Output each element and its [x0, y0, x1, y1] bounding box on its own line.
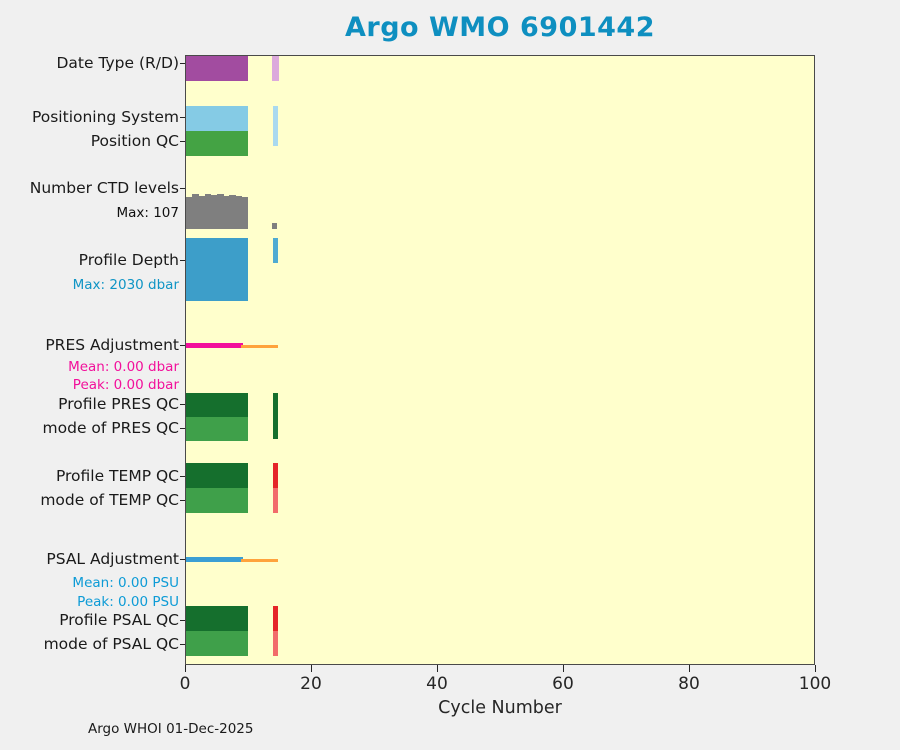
x-tick [185, 665, 186, 672]
x-tick-label: 0 [179, 674, 191, 694]
y-tick [180, 345, 185, 346]
row-label-profile-pres-qc: Profile PRES QC [58, 395, 179, 413]
row-label-mode-pres-qc: mode of PRES QC [42, 419, 179, 437]
mode-psal-qc-bar [186, 631, 248, 656]
plot-area [185, 55, 815, 665]
row-label-date-type: Date Type (R/D) [56, 54, 179, 72]
profile-psal-qc-bar [186, 606, 248, 631]
row-label-profile-depth: Profile Depth [78, 251, 179, 269]
profile-depth-bar [186, 238, 248, 301]
ctd-levels-bar [198, 196, 206, 229]
psal-qc-marker-top [272, 606, 278, 631]
row-label-pres-adjustment: PRES Adjustment [45, 336, 179, 354]
ctd-levels-bar [229, 194, 236, 229]
ctd-levels-bar [241, 196, 249, 229]
x-tick-label: 80 [678, 674, 700, 694]
psal-adjustment-line [186, 557, 243, 562]
row-label-ctd-levels: Number CTD levels [29, 179, 179, 197]
row-label-mode-psal-qc: mode of PSAL QC [43, 635, 179, 653]
mode-pres-qc-bar [186, 417, 248, 441]
y-tick [180, 500, 185, 501]
stat-ctd-max: Max: 107 [116, 205, 179, 221]
positioning-system-bar [186, 106, 248, 131]
x-tick [563, 665, 564, 672]
ctd-levels-bar [223, 196, 230, 229]
profile-temp-qc-bar [186, 463, 248, 488]
x-tick [689, 665, 690, 672]
ctd-levels-marker [272, 223, 278, 229]
x-tick-label: 40 [426, 674, 448, 694]
row-label-mode-temp-qc: mode of TEMP QC [40, 491, 179, 509]
x-tick-label: 60 [552, 674, 574, 694]
y-tick [180, 63, 185, 64]
ctd-levels-bar [210, 195, 218, 229]
pres-qc-marker [272, 393, 278, 439]
stat-psal-mean: Mean: 0.00 PSU [72, 575, 179, 591]
x-tick-label: 20 [300, 674, 322, 694]
y-tick [180, 476, 185, 477]
row-label-psal-adjustment: PSAL Adjustment [46, 550, 179, 568]
date-type-bar [186, 56, 248, 81]
position-qc-bar [186, 131, 248, 156]
date-type-marker [272, 56, 279, 81]
stat-pres-peak: Peak: 0.00 dbar [72, 377, 179, 393]
positioning-marker [272, 106, 278, 146]
pres-adjustment-line-ext [241, 344, 278, 348]
y-tick [180, 620, 185, 621]
temp-qc-marker-top [272, 463, 278, 488]
y-tick [180, 428, 185, 429]
row-label-profile-psal-qc: Profile PSAL QC [59, 611, 179, 629]
psal-adjustment-line-ext [241, 558, 278, 562]
y-tick [180, 404, 185, 405]
y-tick [180, 559, 185, 560]
x-tick-label: 100 [798, 674, 832, 694]
y-tick [180, 188, 185, 189]
row-label-positioning-system: Positioning System [31, 108, 179, 126]
psal-qc-marker-bottom [272, 631, 278, 656]
ctd-levels-bar [192, 194, 199, 229]
ctd-levels-bar [186, 196, 193, 229]
profile-pres-qc-bar [186, 393, 248, 417]
x-axis-label: Cycle Number [438, 698, 562, 718]
y-tick [180, 644, 185, 645]
x-tick [311, 665, 312, 672]
y-tick [180, 141, 185, 142]
x-tick [815, 665, 816, 672]
temp-qc-marker-bottom [272, 488, 278, 513]
y-tick [180, 117, 185, 118]
profile-depth-marker [272, 238, 278, 263]
footer-credit: Argo WHOI 01-Dec-2025 [88, 721, 254, 737]
stat-psal-peak: Peak: 0.00 PSU [77, 594, 179, 610]
row-label-position-qc: Position QC [90, 132, 179, 150]
row-label-profile-temp-qc: Profile TEMP QC [55, 467, 179, 485]
y-tick [180, 260, 185, 261]
x-tick [437, 665, 438, 672]
stat-depth-max: Max: 2030 dbar [72, 277, 179, 293]
mode-temp-qc-bar [186, 488, 248, 513]
stat-pres-mean: Mean: 0.00 dbar [68, 359, 179, 375]
ctd-levels-bar [235, 195, 243, 229]
chart-title: Argo WMO 6901442 [345, 12, 655, 43]
ctd-levels-bar [204, 193, 212, 229]
ctd-levels-bar [216, 194, 224, 229]
pres-adjustment-line [186, 343, 243, 348]
